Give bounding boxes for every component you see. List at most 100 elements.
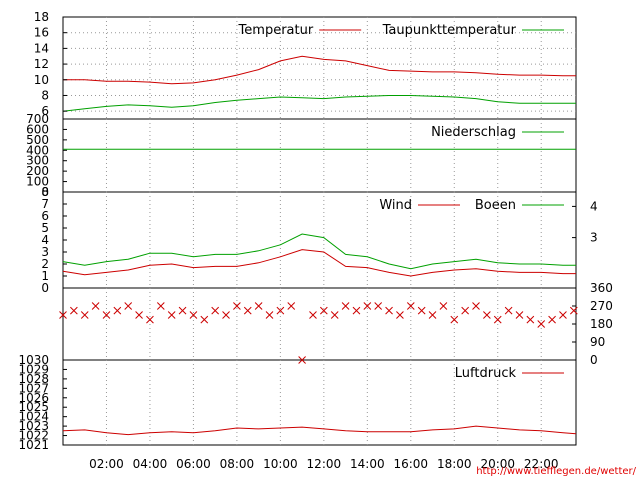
wind-direction-point — [309, 311, 317, 319]
y-tick-label: 200 — [26, 164, 49, 178]
x-tick-label: 06:00 — [176, 457, 211, 471]
wind-direction-point — [70, 306, 78, 315]
chart-legends: Taupunkttemperatur Temperatur Niederschlag… — [238, 23, 564, 381]
wind-direction-point — [243, 306, 252, 315]
wind-direction-point — [189, 311, 198, 319]
credit-link[interactable]: http://www.tiefflegen.de/wetter/ — [476, 466, 636, 477]
y-tick-label: 500 — [26, 133, 49, 147]
wind-direction-point — [265, 311, 274, 319]
x-tick-label: 12:00 — [307, 457, 342, 471]
wind-direction-point — [352, 306, 361, 315]
wind-direction-point — [102, 311, 111, 319]
wind-direction-point — [276, 306, 285, 315]
y-tick-label: 1021 — [18, 438, 49, 452]
y-tick-label: 700 — [26, 112, 49, 126]
wind-direction-point — [363, 302, 372, 310]
legend-label: Niederschlag — [431, 125, 516, 140]
y-tick-label: 2 — [41, 257, 49, 271]
wind-direction-point — [91, 302, 100, 310]
wind-direction-point — [124, 302, 133, 310]
x-tick-label: 20:00 — [480, 457, 515, 471]
y-tick-label: 1027 — [18, 381, 49, 395]
wind-direction-point — [493, 315, 502, 324]
legend-label: Taupunkttemperatur — [382, 23, 517, 38]
y-tick-label-right: 180 — [590, 317, 613, 331]
y-tick-label: 1 — [41, 269, 49, 283]
y-tick-label: 1029 — [18, 362, 49, 376]
wind-direction-point — [233, 302, 241, 310]
wind-direction-point — [211, 306, 220, 315]
wind-direction-point — [461, 306, 469, 315]
y-tick-label: 0 — [41, 185, 49, 199]
series-line-boeen — [62, 233, 576, 270]
wind-direction-point — [406, 302, 415, 310]
y-tick-label: 400 — [26, 143, 49, 157]
wind-direction-point — [298, 356, 306, 364]
wind-direction-point — [59, 311, 67, 319]
wind-direction-point — [548, 315, 556, 324]
wind-direction-point — [287, 302, 296, 310]
x-tick-label: 02:00 — [89, 457, 124, 471]
y-tick-label: 18 — [34, 10, 49, 24]
y-tick-label-right: 4 — [590, 199, 598, 213]
wind-direction-point — [80, 311, 89, 319]
wind-direction-point — [483, 311, 491, 319]
wind-direction-point — [167, 311, 176, 319]
wind-direction-point — [254, 302, 263, 310]
y-tick-label-right: 0 — [590, 353, 598, 367]
wind-direction-point — [439, 302, 448, 310]
y-tick-label: 10 — [34, 73, 49, 87]
y-tick-label: 300 — [26, 154, 49, 168]
y-tick-label: 14 — [34, 41, 49, 55]
y-tick-label-right: 360 — [590, 281, 613, 295]
wind-direction-point — [156, 302, 165, 310]
x-tick-label: 14:00 — [350, 457, 385, 471]
wind-direction-point — [428, 311, 437, 319]
wind-direction-point — [450, 315, 459, 324]
wind-direction-point — [472, 302, 480, 310]
x-tick-label: 22:00 — [524, 457, 559, 471]
legend-label: Luftdruck — [455, 366, 517, 381]
wind-direction-point — [374, 302, 383, 310]
x-tick-label: 16:00 — [393, 457, 428, 471]
wind-direction-point — [330, 311, 339, 319]
y-tick-label: 0 — [41, 281, 49, 295]
y-tick-label-right: 270 — [590, 299, 613, 313]
y-tick-label-right: 90 — [590, 335, 605, 349]
legend-label: Wind — [379, 198, 412, 213]
chart-series — [59, 55, 578, 436]
y-tick-label-right: 3 — [590, 231, 598, 245]
y-tick-label: 8 — [41, 185, 49, 199]
x-tick-label: 10:00 — [263, 457, 298, 471]
wind-direction-point — [559, 311, 567, 319]
panel-frame — [62, 287, 577, 361]
y-tick-label: 1030 — [18, 353, 49, 367]
y-tick-label: 1025 — [18, 400, 49, 414]
legend-label: Temperatur — [238, 23, 314, 38]
y-tick-label: 1024 — [18, 410, 49, 424]
y-tick-label: 6 — [41, 104, 49, 118]
wind-direction-point — [200, 315, 209, 324]
y-tick-label: 100 — [26, 175, 49, 189]
chart-tick-labels: 6810121416180100200300400500600700012345… — [18, 10, 612, 471]
wind-direction-point — [396, 311, 404, 319]
wind-direction-point — [385, 306, 393, 315]
y-tick-label: 600 — [26, 122, 49, 136]
y-tick-label: 12 — [34, 57, 49, 71]
y-tick-label: 5 — [41, 221, 49, 235]
panel-frame — [62, 359, 577, 446]
wind-direction-point — [319, 306, 328, 315]
series-line-taupunkttemperatur — [62, 95, 576, 112]
wind-direction-point — [504, 306, 513, 315]
x-tick-label: 18:00 — [437, 457, 472, 471]
wind-direction-point — [417, 306, 426, 315]
y-tick-label: 16 — [34, 26, 49, 40]
wind-direction-point — [341, 302, 350, 310]
wind-direction-point — [515, 311, 524, 319]
x-tick-label: 08:00 — [220, 457, 255, 471]
x-tick-label: 04:00 — [133, 457, 168, 471]
y-tick-label: 6 — [41, 209, 49, 223]
legend-label: Boeen — [475, 198, 516, 213]
y-tick-label: 3 — [41, 245, 49, 259]
